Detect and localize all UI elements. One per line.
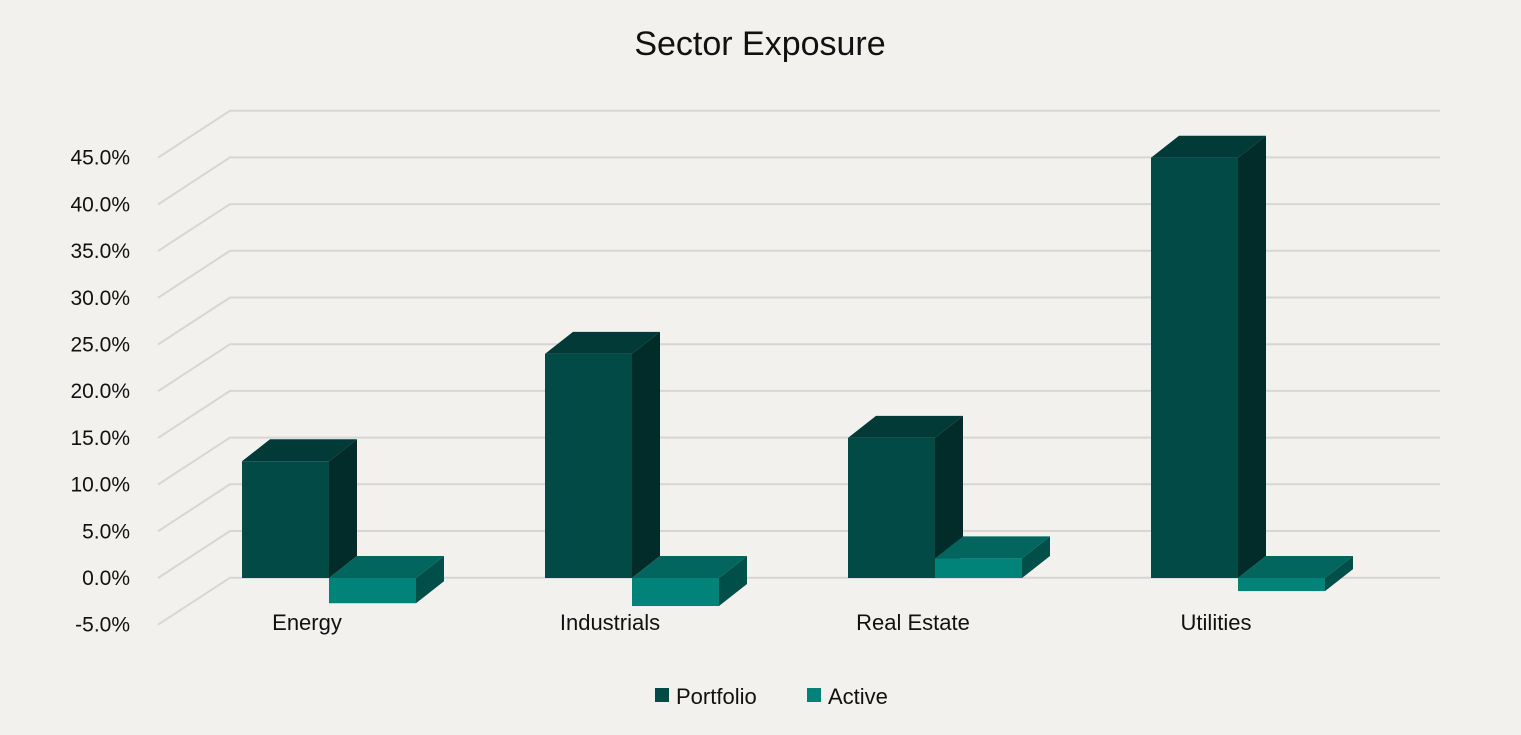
- category-label: Utilities: [1181, 610, 1252, 635]
- x-axis-categories: Energy Industrials Real Estate Utilities: [272, 610, 1251, 635]
- y-tick-label: 35.0%: [70, 240, 130, 263]
- portfolio-bar-front: [242, 461, 329, 578]
- gridline: [157, 296, 1440, 346]
- gridline: [157, 109, 1440, 159]
- active-bar-front: [329, 578, 416, 604]
- active-bar: [329, 556, 444, 604]
- gridline: [157, 483, 1440, 533]
- portfolio-bar-top: [848, 415, 963, 438]
- active-bar: [935, 536, 1050, 578]
- active-bar-top: [329, 556, 444, 578]
- y-tick-label: 5.0%: [82, 520, 130, 543]
- legend-swatch: [655, 688, 669, 702]
- active-bar-side: [1325, 556, 1353, 592]
- portfolio-bar-side: [935, 415, 963, 578]
- y-tick-label: 0.0%: [82, 567, 130, 590]
- portfolio-bar: [848, 415, 963, 578]
- y-tick-label: 30.0%: [70, 287, 130, 310]
- legend-label: Active: [828, 684, 888, 709]
- legend: Portfolio Active: [655, 684, 888, 709]
- active-bar: [1238, 556, 1353, 592]
- portfolio-bar: [242, 439, 357, 578]
- active-bar-side: [1022, 536, 1050, 578]
- portfolio-bar: [1151, 135, 1266, 578]
- legend-item: Portfolio: [655, 684, 757, 709]
- legend-label: Portfolio: [676, 684, 757, 709]
- active-bar-side: [416, 556, 444, 604]
- portfolio-bar-front: [848, 437, 935, 578]
- y-tick-label: 15.0%: [70, 427, 130, 450]
- legend-item: Active: [807, 684, 888, 709]
- portfolio-bar-top: [242, 439, 357, 462]
- gridline: [157, 249, 1440, 299]
- category-label: Energy: [272, 610, 342, 635]
- gridline: [157, 576, 1440, 626]
- portfolio-bar-front: [1151, 157, 1238, 578]
- y-tick-label: 20.0%: [70, 380, 130, 403]
- portfolio-bar-side: [1238, 135, 1266, 578]
- gridline: [157, 343, 1440, 393]
- y-tick-label: -5.0%: [75, 614, 130, 637]
- active-bar-front: [935, 558, 1022, 578]
- portfolio-bar-front: [545, 353, 632, 578]
- gridline: [157, 203, 1440, 252]
- chart-title: Sector Exposure: [634, 25, 885, 63]
- portfolio-bar-top: [1151, 135, 1266, 158]
- y-axis-ticks: -5.0% 0.0% 5.0% 10.0% 15.0% 20.0% 25.0% 30.0% 35…: [70, 147, 130, 637]
- gridline: [157, 436, 1440, 486]
- y-tick-label: 45.0%: [70, 147, 130, 170]
- active-bar-top: [632, 556, 747, 578]
- gridline: [157, 156, 1440, 206]
- active-bar: [632, 556, 747, 607]
- legend-swatch: [807, 688, 821, 702]
- portfolio-bar-top: [545, 331, 660, 354]
- bars-layer: [242, 135, 1353, 607]
- y-tick-label: 25.0%: [70, 334, 130, 357]
- portfolio-bar: [545, 331, 660, 578]
- active-bar-side: [719, 556, 747, 607]
- category-label: Real Estate: [856, 610, 970, 635]
- gridline: [157, 389, 1440, 439]
- y-tick-label: 10.0%: [70, 474, 130, 497]
- active-bar-front: [1238, 578, 1325, 592]
- grid-layer: [157, 109, 1440, 626]
- active-bar-front: [632, 578, 719, 607]
- portfolio-bar-side: [632, 331, 660, 578]
- gridline: [157, 530, 1440, 579]
- y-tick-label: 40.0%: [70, 193, 130, 216]
- active-bar-top: [935, 536, 1050, 559]
- active-bar-top: [1238, 556, 1353, 578]
- category-label: Industrials: [560, 610, 660, 635]
- portfolio-bar-side: [329, 439, 357, 578]
